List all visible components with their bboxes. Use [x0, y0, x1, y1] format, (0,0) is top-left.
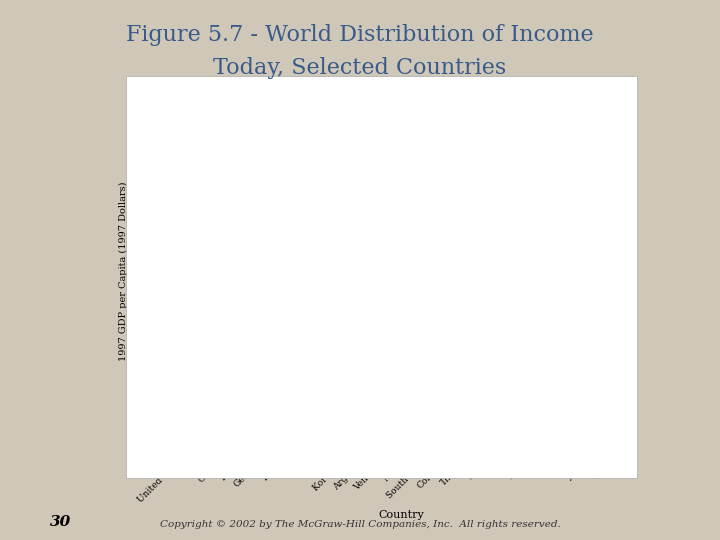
- Bar: [424, 365, 440, 446]
- Bar: [179, 130, 194, 446]
- Title: Rich Countries: Rich Countries: [359, 84, 444, 93]
- Bar: [404, 352, 419, 446]
- Bar: [302, 228, 317, 446]
- Text: Copyright © 2002 by The McGraw-Hill Companies, Inc.  All rights reserved.: Copyright © 2002 by The McGraw-Hill Comp…: [160, 520, 560, 529]
- Bar: [322, 274, 338, 446]
- Bar: [486, 375, 501, 446]
- Bar: [506, 376, 521, 446]
- Y-axis label: 1997 GDP per Capita (1997 Dollars): 1997 GDP per Capita (1997 Dollars): [119, 181, 128, 361]
- Text: Today, Selected Countries: Today, Selected Countries: [213, 57, 507, 79]
- Bar: [363, 332, 379, 446]
- Bar: [261, 217, 276, 446]
- Bar: [282, 222, 297, 446]
- Bar: [384, 349, 399, 446]
- Bar: [220, 190, 235, 446]
- X-axis label: Country: Country: [379, 510, 424, 519]
- Bar: [527, 377, 542, 445]
- Text: Figure 5.7 - World Distribution of Income: Figure 5.7 - World Distribution of Incom…: [126, 24, 594, 46]
- Bar: [567, 397, 583, 446]
- Bar: [608, 400, 624, 446]
- Bar: [240, 206, 256, 446]
- Bar: [343, 299, 358, 445]
- Bar: [445, 372, 460, 446]
- Bar: [588, 401, 603, 446]
- Bar: [547, 382, 562, 446]
- Bar: [199, 184, 215, 446]
- Text: 30: 30: [50, 515, 72, 529]
- Bar: [465, 373, 481, 446]
